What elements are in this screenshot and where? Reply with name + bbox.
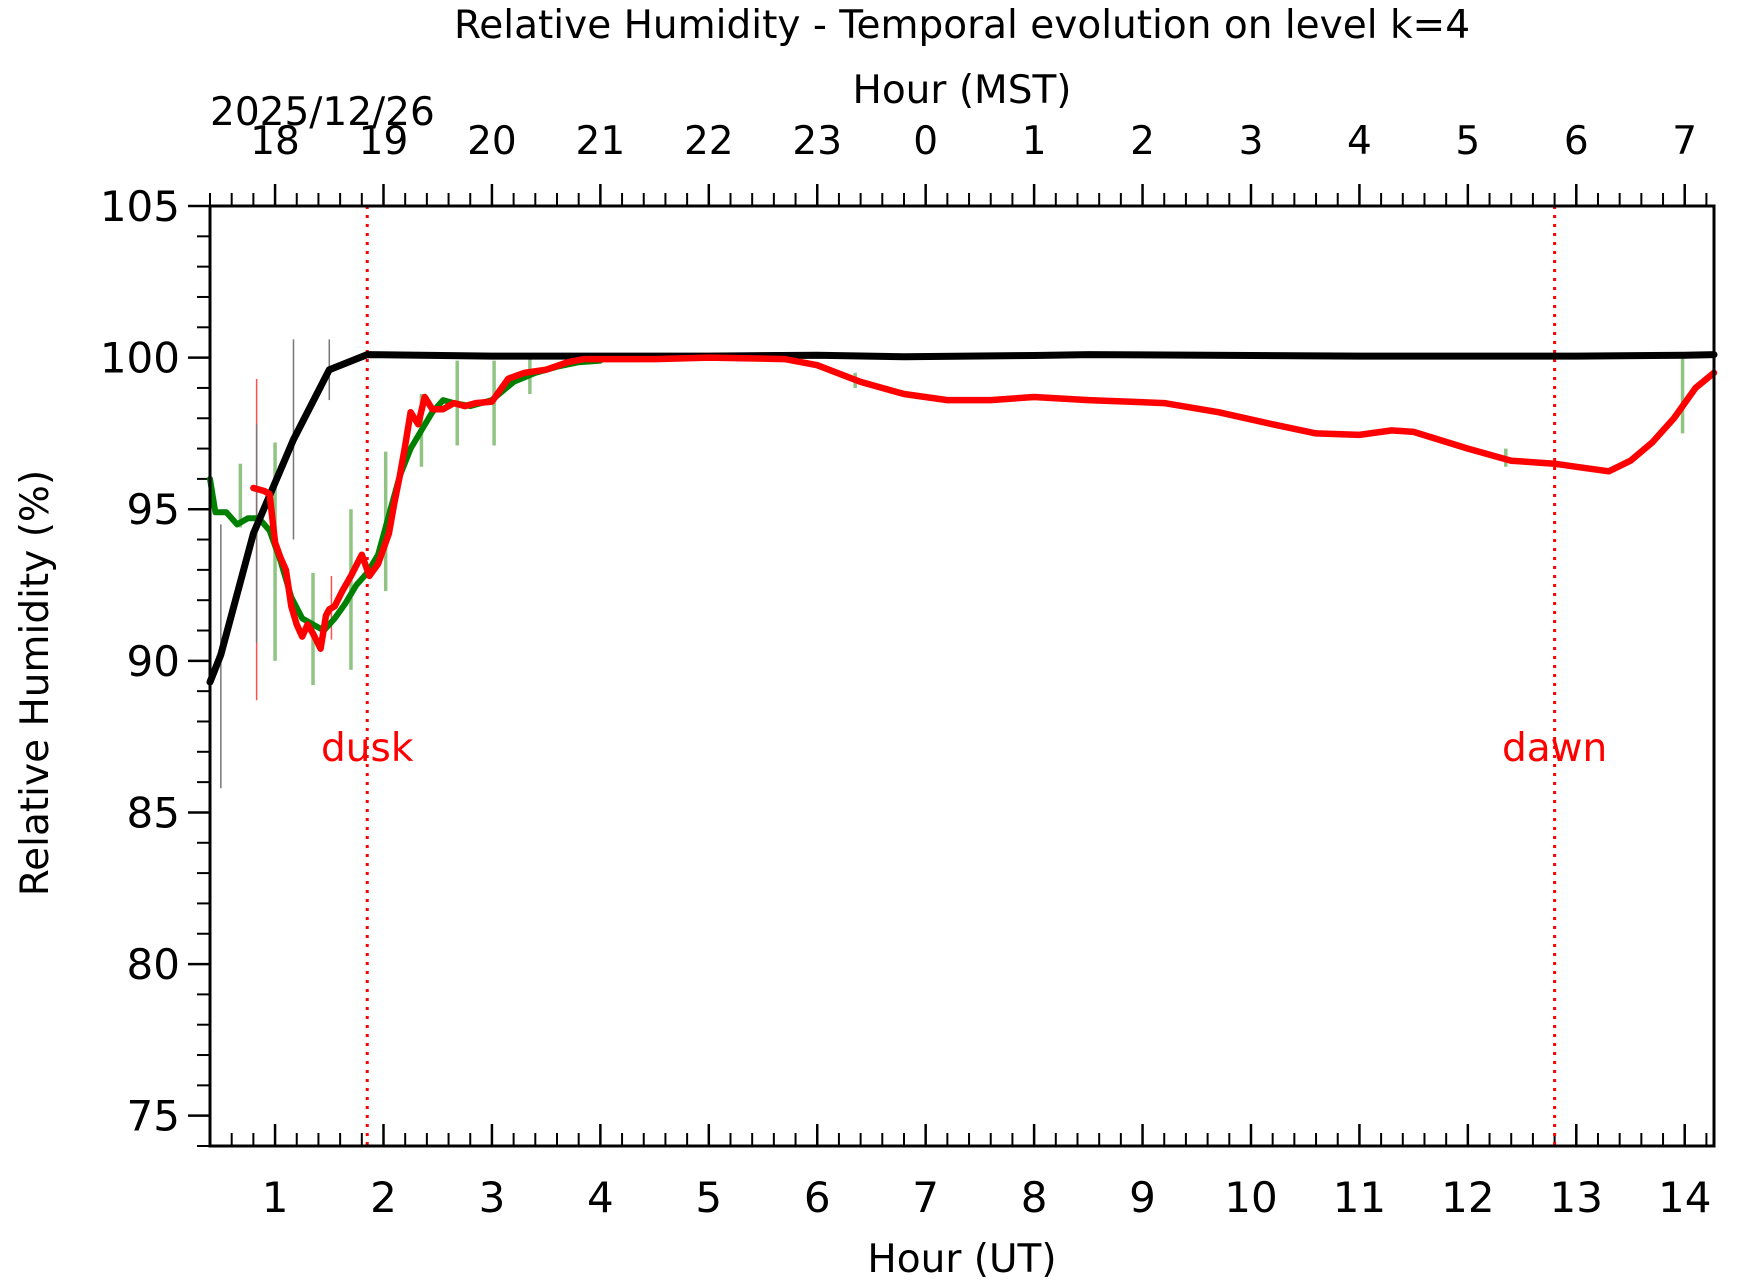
x-tick-label: 6 — [804, 1173, 831, 1222]
top-tick-label: 5 — [1455, 119, 1480, 164]
y-tick-label: 90 — [127, 637, 180, 686]
x-tick-label: 12 — [1441, 1173, 1494, 1222]
x-tick-label: 10 — [1224, 1173, 1277, 1222]
x-tick-labels: 1 2 3 4 5 6 7 8 9 10 11 12 13 14 — [262, 1173, 1712, 1222]
x-tick-label: 11 — [1333, 1173, 1386, 1222]
x-tick-label: 3 — [479, 1173, 506, 1222]
top-tick-label: 20 — [467, 119, 517, 164]
x-tick-label: 1 — [262, 1173, 289, 1222]
dusk-label: dusk — [321, 726, 414, 771]
top-tick-label: 3 — [1239, 119, 1264, 164]
top-tick-label: 22 — [684, 119, 734, 164]
axis-ticks — [188, 184, 1708, 1147]
y-tick-label: 75 — [127, 1092, 180, 1141]
x-tick-label: 9 — [1129, 1173, 1156, 1222]
x-tick-label: 4 — [587, 1173, 614, 1222]
top-tick-label: 1 — [1022, 119, 1047, 164]
top-tick-label: 18 — [250, 119, 300, 164]
plot-frame — [208, 204, 1716, 1148]
top-tick-label: 21 — [576, 119, 626, 164]
y-tick-label: 100 — [100, 334, 180, 383]
dusk-dawn-markers: dusk dawn — [321, 206, 1607, 1146]
x-tick-label: 14 — [1658, 1173, 1711, 1222]
top-tick-labels: 18 19 20 21 22 23 0 1 2 3 4 5 6 7 — [250, 119, 1697, 164]
date-label: 2025/12/26 — [210, 90, 435, 135]
top-tick-label: 2 — [1130, 119, 1155, 164]
top-axis-label: Hour (MST) — [853, 68, 1072, 113]
model-line — [206, 351, 1718, 686]
x-tick-label: 5 — [695, 1173, 722, 1222]
top-tick-label: 23 — [792, 119, 842, 164]
observation-line — [250, 354, 1718, 652]
top-tick-label: 0 — [913, 119, 938, 164]
y-tick-labels: 75 80 85 90 95 100 105 — [100, 182, 180, 1141]
dawn-label: dawn — [1502, 726, 1607, 771]
y-axis-label: Relative Humidity (%) — [13, 470, 58, 896]
y-tick-label: 95 — [127, 485, 180, 534]
top-tick-label: 19 — [359, 119, 409, 164]
series-lines — [206, 351, 1718, 686]
x-tick-label: 8 — [1021, 1173, 1048, 1222]
x-axis-label: Hour (UT) — [867, 1237, 1056, 1282]
y-tick-label: 80 — [127, 940, 180, 989]
chart-title: Relative Humidity - Temporal evolution o… — [454, 3, 1470, 48]
top-tick-label: 6 — [1564, 119, 1589, 164]
x-tick-label: 13 — [1550, 1173, 1603, 1222]
top-tick-label: 7 — [1672, 119, 1697, 164]
x-tick-label: 7 — [912, 1173, 939, 1222]
top-tick-label: 4 — [1347, 119, 1372, 164]
x-tick-label: 2 — [370, 1173, 397, 1222]
y-tick-label: 85 — [127, 788, 180, 837]
y-tick-label: 105 — [100, 182, 180, 231]
